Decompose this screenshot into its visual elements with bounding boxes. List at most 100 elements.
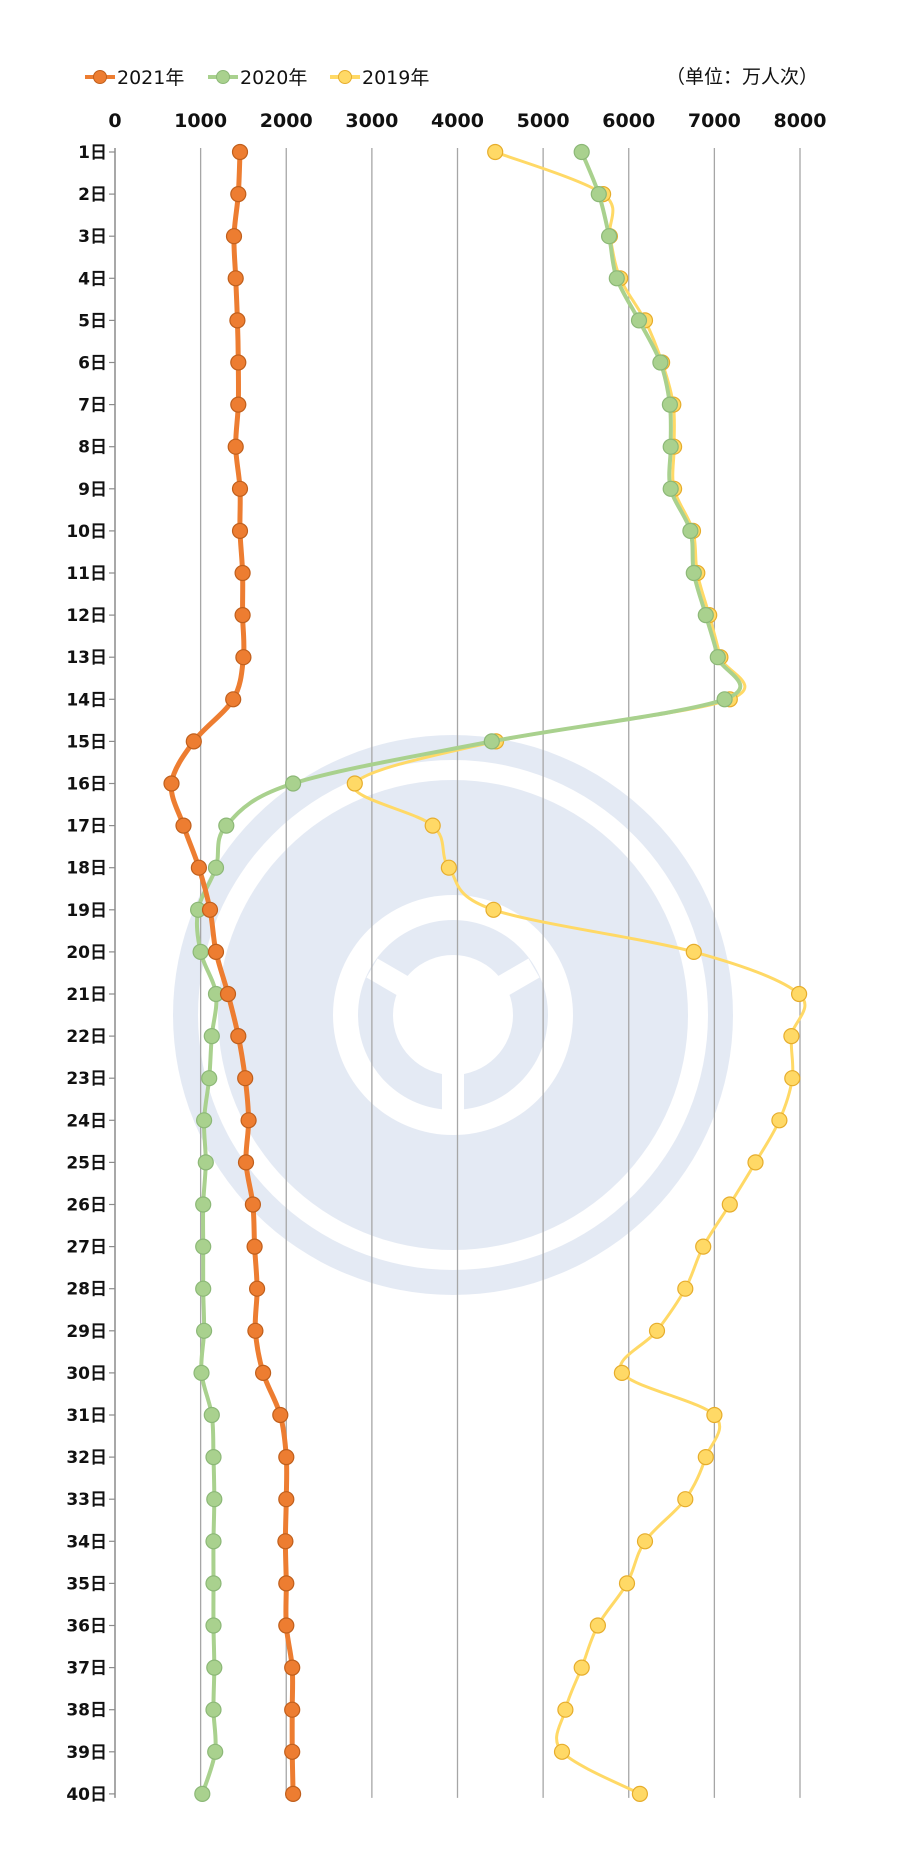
series-2021-point — [225, 691, 242, 708]
series-2020-point — [205, 1617, 222, 1634]
series-2019-point — [784, 1070, 801, 1087]
series-2020-point — [207, 1743, 224, 1760]
series-2020-point — [483, 733, 500, 750]
series-2021-point — [240, 1112, 257, 1129]
y-tick-label: 22日 — [66, 1027, 107, 1047]
series-2019-point — [706, 1406, 723, 1424]
series-2019-point — [573, 1659, 590, 1676]
series-2019-point — [589, 1617, 607, 1634]
series-2020-point — [195, 1280, 212, 1297]
series-2021-point — [234, 564, 251, 582]
series-2019-point — [424, 817, 441, 834]
series-2021-point — [185, 733, 202, 750]
series-2020-point — [196, 1322, 213, 1339]
y-tick-label: 24日 — [66, 1111, 107, 1131]
y-tick-label: 11日 — [66, 564, 107, 584]
series-2020-point — [600, 228, 618, 245]
series-2019-point — [487, 143, 504, 161]
series-2021-point — [234, 606, 251, 624]
series-2020-point — [652, 354, 669, 371]
series-2020-point — [285, 775, 302, 792]
series-2019-point — [771, 1112, 788, 1129]
y-tick-label: 15日 — [66, 732, 107, 752]
series-2020-point — [590, 186, 607, 203]
series-2021-point — [278, 1617, 295, 1634]
y-tick-label: 4日 — [78, 269, 107, 289]
x-tick-label: 7000 — [688, 110, 741, 132]
series-2019-point — [618, 1575, 636, 1592]
y-tick-label: 6日 — [78, 354, 107, 374]
y-tick-label: 16日 — [66, 775, 107, 795]
y-tick-label: 12日 — [66, 606, 107, 626]
y-tick-label: 9日 — [78, 480, 107, 500]
series-2019-point — [685, 943, 702, 961]
series-2021-point — [249, 1280, 266, 1297]
legend-item-2019: 2019年 — [330, 67, 429, 89]
series-2020-point — [203, 1027, 220, 1045]
series-2021-point — [225, 228, 243, 245]
series-2021-point — [255, 1364, 272, 1382]
y-tick-label: 32日 — [66, 1448, 107, 1468]
series-2020 — [190, 143, 743, 1803]
series-2019-point — [677, 1491, 694, 1508]
series-2020-point — [608, 270, 625, 287]
series-2019-point — [648, 1322, 666, 1339]
y-tick-label: 20日 — [66, 943, 107, 963]
y-tick-label: 3日 — [78, 227, 107, 247]
x-axis-tick-labels: 0 1000 2000 3000 4000 5000 6000 7000 8000 — [108, 110, 826, 132]
series-2021-point — [237, 1070, 254, 1087]
series-2021-point — [229, 312, 246, 329]
y-tick-label: 39日 — [66, 1743, 107, 1763]
series-2020-point — [662, 480, 679, 497]
unit-label: （单位：万人次） — [666, 66, 818, 88]
series-2019-point — [747, 1154, 764, 1171]
series-2021-point — [190, 859, 207, 876]
series-2020-point — [205, 1448, 222, 1466]
series-2019-point — [613, 1364, 631, 1382]
series-2020-point — [203, 1406, 220, 1424]
legend-item-2020: 2020年 — [208, 67, 307, 89]
series-2020-point — [201, 1070, 218, 1087]
legend-label: 2021年 — [117, 67, 184, 89]
y-tick-label: 13日 — [66, 648, 107, 668]
series-2020-point — [716, 691, 733, 708]
y-tick-label: 28日 — [66, 1280, 107, 1300]
x-tick-label: 2000 — [260, 110, 313, 132]
y-tick-label: 18日 — [66, 859, 107, 879]
series-2021-point — [231, 143, 249, 161]
legend-item-2021: 2021年 — [85, 67, 184, 89]
y-tick-label: 17日 — [66, 817, 107, 837]
series-2019-point — [636, 1533, 654, 1550]
china-road-transportation-seal-watermark — [173, 735, 733, 1295]
x-tick-label: 6000 — [602, 110, 655, 132]
series-2020-point — [192, 943, 209, 961]
series-2019-point — [485, 901, 502, 918]
series-2019-point — [677, 1280, 694, 1297]
series-2020-point — [205, 1701, 222, 1718]
series-2021-point — [201, 901, 219, 918]
series-2021-point — [278, 1575, 295, 1592]
series-2021-point — [247, 1322, 264, 1339]
legend-label: 2020年 — [240, 67, 307, 89]
series-2020-point — [630, 312, 648, 329]
series-2021-point — [278, 1448, 295, 1466]
series-2020-point — [685, 564, 702, 582]
series-2021-point — [230, 186, 247, 203]
y-tick-label: 5日 — [78, 311, 107, 331]
y-tick-label: 37日 — [66, 1659, 107, 1679]
y-axis-tick-labels: 1日 2日 3日 4日 5日 6日 7日 8日 9日 10日 11日 12日 13日 14日 15日 16日 1… — [66, 143, 107, 1805]
series-2019-point — [695, 1238, 712, 1255]
series-2021-point — [231, 480, 249, 497]
series-2021-point — [175, 817, 192, 834]
y-tick-label: 38日 — [66, 1701, 107, 1721]
series-2020-point — [195, 1238, 212, 1255]
series-2021-point — [230, 396, 247, 413]
series-2021-point — [163, 775, 180, 792]
x-tick-label: 3000 — [345, 110, 398, 132]
series-2019-point — [346, 775, 363, 792]
y-tick-label: 31日 — [66, 1406, 107, 1426]
series-2019-point — [783, 1027, 800, 1045]
series-2019-point — [790, 985, 808, 1003]
series-2021-point — [219, 985, 237, 1003]
series-2019-point — [721, 1196, 738, 1213]
